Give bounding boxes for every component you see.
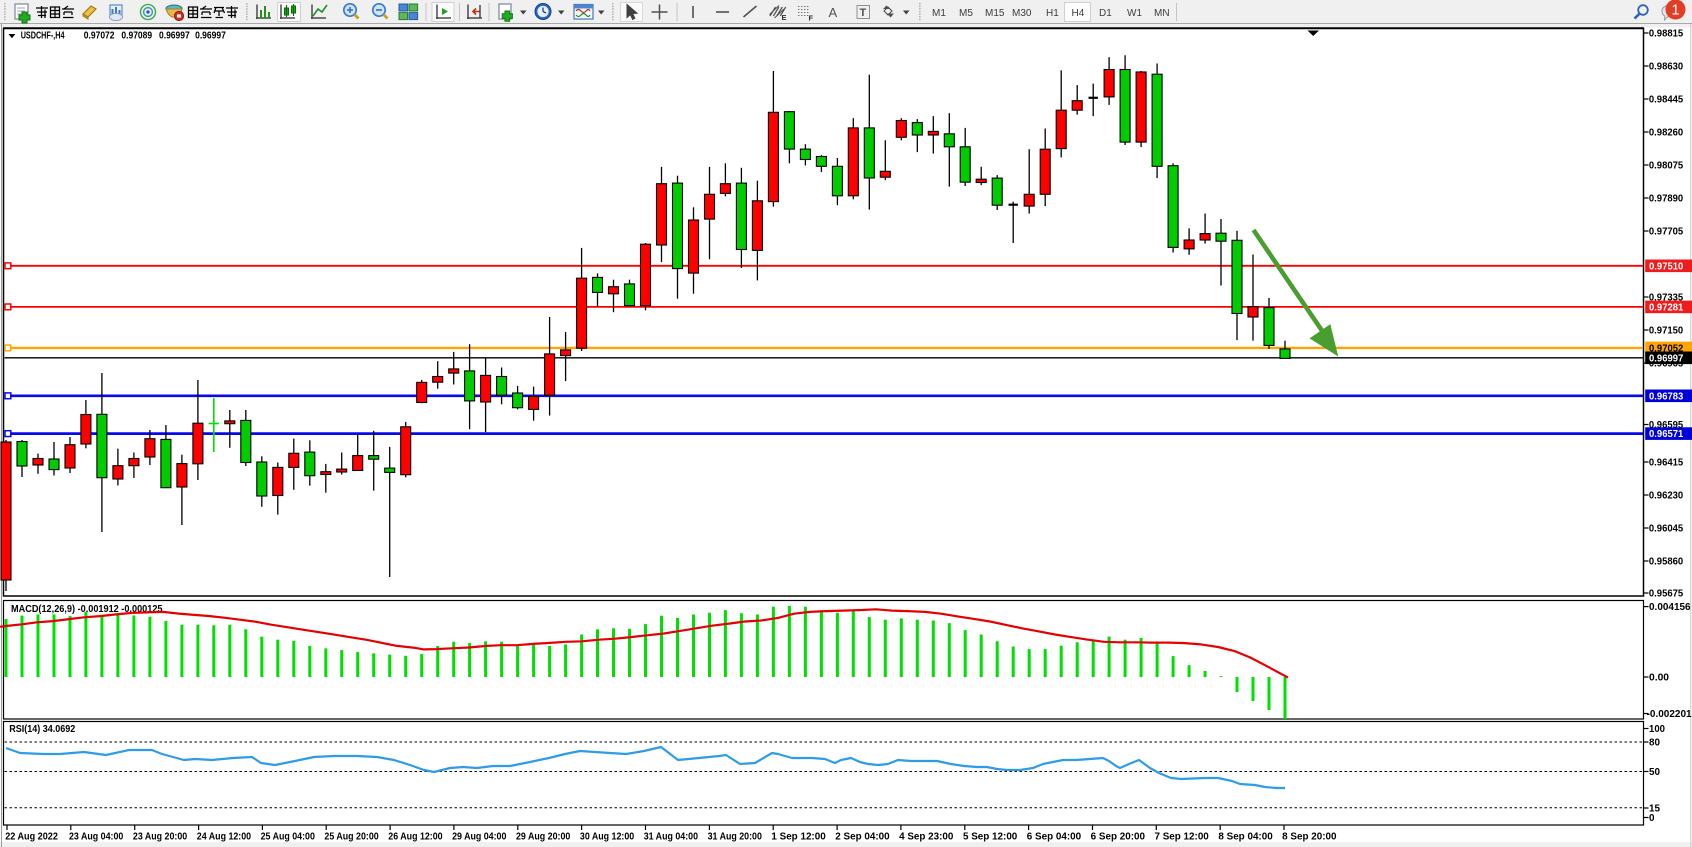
- svg-text:0.95675: 0.95675: [1649, 589, 1684, 600]
- svg-text:0: 0: [1649, 813, 1655, 824]
- svg-text:0.96415: 0.96415: [1649, 458, 1684, 469]
- svg-text:MACD(12,26,9) -0.001912 -0.000: MACD(12,26,9) -0.001912 -0.000125: [11, 604, 163, 615]
- svg-text:2 Sep 04:00: 2 Sep 04:00: [835, 831, 890, 842]
- svg-text:50: 50: [1649, 767, 1661, 778]
- svg-text:W1: W1: [1127, 8, 1142, 19]
- svg-text:M1: M1: [932, 8, 946, 19]
- svg-text:0.97072: 0.97072: [84, 31, 115, 42]
- svg-text:5 Sep 12:00: 5 Sep 12:00: [963, 831, 1018, 842]
- svg-text:T: T: [860, 7, 867, 19]
- svg-text:0.97335: 0.97335: [1649, 293, 1684, 304]
- svg-text:23 Aug 20:00: 23 Aug 20:00: [133, 831, 188, 842]
- svg-text:29 Aug 04:00: 29 Aug 04:00: [452, 831, 507, 842]
- svg-text:0.96997: 0.96997: [159, 31, 190, 42]
- svg-text:1 Sep 12:00: 1 Sep 12:00: [771, 831, 826, 842]
- svg-text:0.97089: 0.97089: [121, 31, 152, 42]
- svg-text:0.98260: 0.98260: [1649, 128, 1684, 139]
- svg-text:29 Aug 20:00: 29 Aug 20:00: [516, 831, 571, 842]
- svg-text:25 Aug 20:00: 25 Aug 20:00: [324, 831, 379, 842]
- svg-text:4 Sep 23:00: 4 Sep 23:00: [899, 831, 954, 842]
- svg-text:22 Aug 2022: 22 Aug 2022: [5, 831, 58, 842]
- svg-text:0.96783: 0.96783: [1649, 391, 1684, 402]
- svg-text:MN: MN: [1154, 8, 1170, 19]
- svg-text:0.97510: 0.97510: [1649, 261, 1684, 272]
- svg-text:23 Aug 04:00: 23 Aug 04:00: [69, 831, 124, 842]
- svg-text:15: 15: [1649, 804, 1661, 815]
- svg-text:0.97890: 0.97890: [1649, 194, 1684, 205]
- svg-text:0.98630: 0.98630: [1649, 62, 1684, 73]
- svg-text:80: 80: [1649, 738, 1661, 749]
- svg-text:24 Aug 12:00: 24 Aug 12:00: [197, 831, 252, 842]
- svg-text:0.96571: 0.96571: [1649, 429, 1684, 440]
- svg-text:0.97705: 0.97705: [1649, 227, 1684, 238]
- svg-text:D1: D1: [1099, 8, 1112, 19]
- svg-text:6 Sep 04:00: 6 Sep 04:00: [1027, 831, 1082, 842]
- svg-text:F: F: [809, 14, 814, 23]
- svg-text:1: 1: [1671, 3, 1679, 19]
- svg-text:0.95860: 0.95860: [1649, 557, 1684, 568]
- svg-text:0.98445: 0.98445: [1649, 95, 1684, 106]
- svg-text:25 Aug 04:00: 25 Aug 04:00: [261, 831, 316, 842]
- svg-text:M30: M30: [1012, 8, 1032, 19]
- svg-text:M15: M15: [985, 8, 1005, 19]
- svg-text:0.98075: 0.98075: [1649, 161, 1684, 172]
- svg-text:0.97281: 0.97281: [1649, 302, 1684, 313]
- svg-text:0.97150: 0.97150: [1649, 326, 1684, 337]
- svg-text:0.96230: 0.96230: [1649, 491, 1684, 502]
- svg-text:8 Sep 04:00: 8 Sep 04:00: [1218, 831, 1273, 842]
- svg-text:100: 100: [1649, 724, 1666, 735]
- svg-text:0.96595: 0.96595: [1649, 420, 1684, 431]
- svg-text:0.96997: 0.96997: [195, 31, 226, 42]
- svg-text:30 Aug 12:00: 30 Aug 12:00: [580, 831, 635, 842]
- svg-text:-0.002201: -0.002201: [1647, 709, 1692, 720]
- svg-text:H4: H4: [1072, 8, 1085, 19]
- svg-text:31 Aug 20:00: 31 Aug 20:00: [708, 831, 763, 842]
- svg-text:RSI(14) 34.0692: RSI(14) 34.0692: [9, 724, 76, 735]
- svg-text:H1: H1: [1046, 8, 1059, 19]
- svg-text:31 Aug 04:00: 31 Aug 04:00: [644, 831, 699, 842]
- svg-text:M5: M5: [959, 8, 973, 19]
- svg-text:0.97052: 0.97052: [1649, 343, 1684, 354]
- svg-text:0.00: 0.00: [1649, 673, 1670, 684]
- svg-text:26 Aug 12:00: 26 Aug 12:00: [388, 831, 443, 842]
- svg-text:0.96045: 0.96045: [1649, 524, 1684, 535]
- svg-text:0.004156: 0.004156: [1649, 602, 1691, 613]
- svg-text:A: A: [829, 5, 838, 20]
- svg-text:7 Sep 12:00: 7 Sep 12:00: [1155, 831, 1210, 842]
- svg-text:8 Sep 20:00: 8 Sep 20:00: [1282, 831, 1337, 842]
- svg-text:0.98815: 0.98815: [1649, 29, 1684, 40]
- svg-text:0.96997: 0.96997: [1649, 353, 1684, 364]
- svg-text:6 Sep 20:00: 6 Sep 20:00: [1091, 831, 1146, 842]
- svg-text:USDCHF-,H4: USDCHF-,H4: [21, 31, 65, 42]
- svg-text:E: E: [782, 13, 787, 22]
